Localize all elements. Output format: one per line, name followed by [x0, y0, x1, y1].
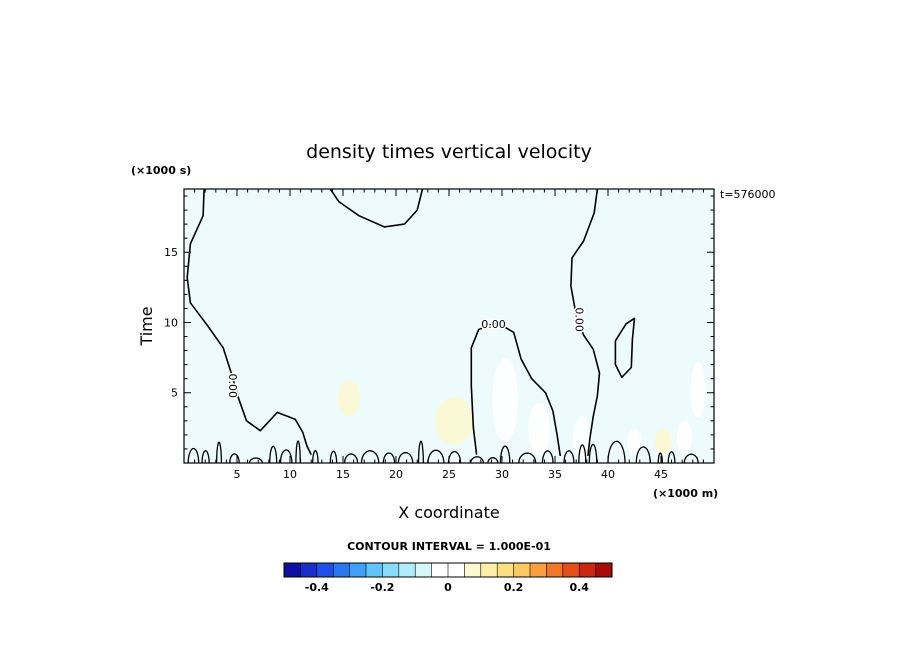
colorbar-swatch-0: [284, 563, 301, 577]
noise-contour-2: [215, 441, 223, 463]
noise-contour-22: [563, 450, 575, 463]
noise-contour-28: [667, 450, 676, 463]
colorbar-swatch-16: [546, 563, 564, 577]
timestamp-label: t=576000: [720, 188, 776, 201]
fill-patch-0: [338, 380, 360, 417]
colorbar: -0.4 -0.2 0 0.2 0.4: [283, 562, 613, 594]
fill-patch-3: [528, 402, 550, 456]
fill-patch-7: [654, 429, 672, 455]
fill-patches: [338, 357, 706, 459]
contour-interval-label: CONTOUR INTERVAL = 1.000E-01: [347, 540, 551, 553]
y-axis-label: Time: [137, 306, 156, 346]
noise-contour-0: [187, 447, 200, 463]
noise-contour-1: [201, 450, 210, 463]
fill-patch-6: [676, 420, 692, 455]
noise-contour-24: [588, 443, 598, 463]
chart-title: density times vertical velocity: [306, 141, 592, 163]
noise-contour-17: [470, 456, 485, 463]
noise-contour-26: [635, 446, 651, 463]
noise-contour-15: [427, 449, 445, 463]
noise-contour-5: [269, 445, 278, 463]
noise-contour-12: [382, 452, 396, 463]
contour-label-0: 0.00: [481, 318, 506, 331]
fill-patch-8: [627, 429, 642, 455]
colorbar-swatch-5: [366, 563, 383, 577]
x-tick-label: 35: [548, 468, 562, 481]
noise-contour-18: [487, 457, 499, 463]
x-tick-label: 45: [654, 468, 668, 481]
noise-contour-19: [499, 445, 511, 463]
zero-contour-2: [570, 189, 601, 457]
fill-patch-4: [573, 416, 593, 459]
colorbar-swatch-4: [349, 563, 367, 577]
noise-contour-25: [607, 440, 626, 463]
x-tick-label: 40: [601, 468, 615, 481]
noise-contour-20: [518, 452, 537, 463]
fill-patch-1: [435, 396, 474, 445]
contour-lines: [186, 189, 699, 463]
colorbar-tick-label: -0.4: [305, 581, 329, 594]
plot-area: 0.00 0.00 0.00 5 10 15 20 25 30 35 40 45 5 10 15: [164, 188, 715, 481]
colorbar-swatch-14: [513, 563, 531, 577]
colorbar-frame: [283, 562, 613, 578]
y-tick-label: 5: [171, 387, 178, 400]
colorbar-swatch-3: [333, 563, 350, 577]
noise-contour-21: [541, 450, 554, 463]
zero-contour-4: [614, 317, 636, 379]
x-tick-label: 10: [283, 468, 297, 481]
colorbar-swatch-8: [415, 563, 432, 577]
noise-contour-29: [683, 453, 699, 463]
colorbar-swatch-12: [480, 563, 498, 577]
x-tick-label: 20: [389, 468, 403, 481]
colorbar-swatch-7: [398, 563, 416, 577]
noise-contour-10: [343, 453, 359, 463]
noise-contour-6: [279, 449, 293, 463]
colorbar-swatch-13: [497, 563, 514, 577]
y-unit-label: (×1000 s): [131, 164, 191, 177]
contour-label-2: 0.00: [226, 373, 239, 398]
x-tick-label: 5: [234, 468, 241, 481]
fill-patch-5: [690, 361, 706, 419]
noise-contour-3: [229, 453, 240, 463]
zero-contour-1: [329, 189, 424, 228]
zero-contour-3: [470, 321, 562, 457]
colorbar-swatch-11: [464, 563, 482, 577]
noise-contour-27: [657, 452, 663, 463]
fill-patch-2: [492, 357, 518, 442]
noise-contour-14: [417, 440, 424, 463]
colorbar-swatch-6: [382, 563, 400, 577]
colorbar-tick-label: -0.2: [370, 581, 394, 594]
noise-contour-8: [312, 449, 319, 463]
colorbar-tick-label: 0.4: [569, 581, 589, 594]
colorbar-swatch-18: [579, 563, 596, 577]
noise-contour-11: [360, 450, 380, 463]
colorbar-swatch-1: [300, 563, 318, 577]
noise-contour-7: [295, 440, 301, 463]
x-tick-label: 25: [442, 468, 456, 481]
noise-contour-13: [397, 451, 414, 463]
colorbar-swatch-10: [448, 563, 465, 577]
y-tick-label: 15: [164, 246, 178, 259]
colorbar-swatch-9: [431, 563, 449, 577]
noise-contour-23: [578, 444, 587, 463]
colorbar-swatch-19: [595, 563, 613, 577]
contour-labels: 0.00 0.00 0.00: [224, 306, 587, 400]
colorbar-tick-label: 0.2: [504, 581, 524, 594]
x-axis-label: X coordinate: [398, 503, 499, 522]
x-tick-label: 15: [336, 468, 350, 481]
colorbar-swatch-2: [316, 563, 334, 577]
x-unit-label: (×1000 m): [653, 487, 718, 500]
axis-ticks: 5 10 15 20 25 30 35 40 45 5 10 15: [164, 189, 714, 481]
noise-contour-9: [329, 450, 338, 463]
y-tick-label: 10: [164, 316, 178, 329]
colorbar-swatch-17: [562, 563, 580, 577]
colorbar-tick-label: 0: [444, 581, 452, 594]
noise-contour-4: [248, 457, 263, 463]
contour-label-1: 0.00: [572, 307, 585, 332]
zero-contour-0: [186, 189, 312, 455]
colorbar-swatch-15: [530, 563, 547, 577]
x-tick-label: 30: [495, 468, 509, 481]
